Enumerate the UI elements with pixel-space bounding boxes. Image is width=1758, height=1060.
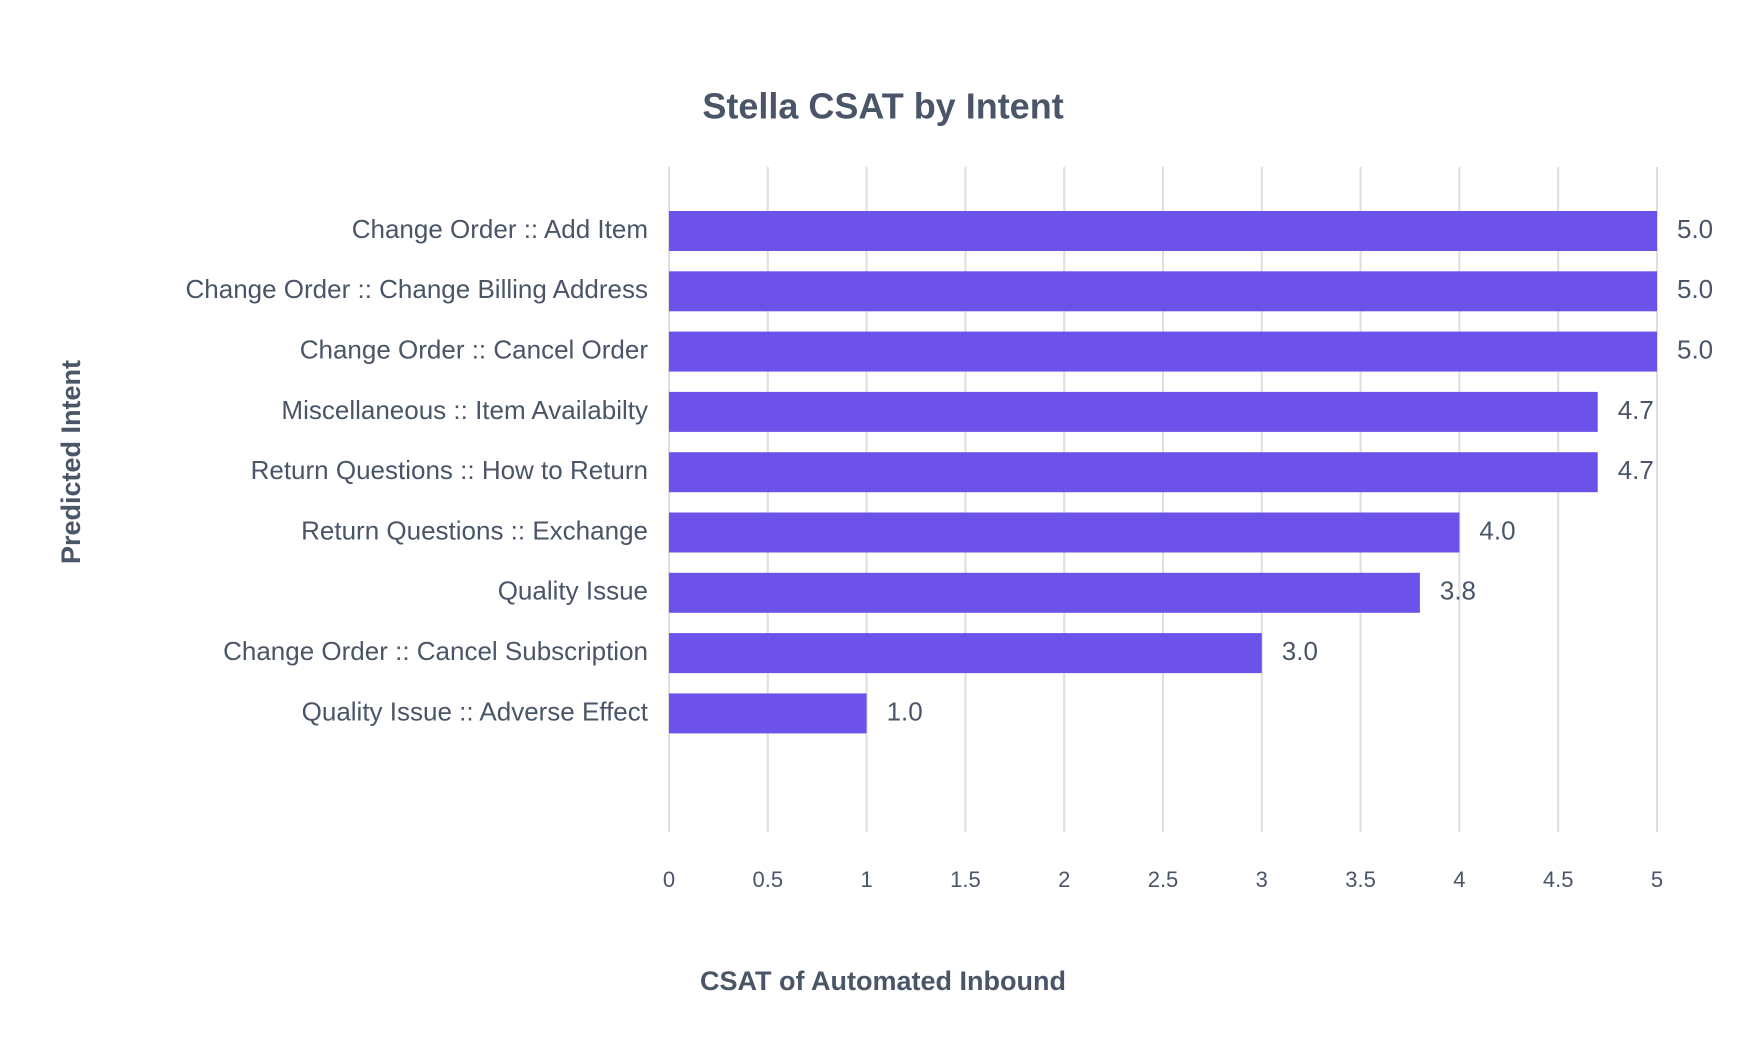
x-tick-label: 2.5: [1148, 867, 1179, 892]
y-tick-label: Return Questions :: Exchange: [301, 515, 648, 545]
bar: [669, 331, 1657, 372]
bar: [669, 693, 867, 734]
value-label: 5.0: [1677, 214, 1713, 244]
bar: [669, 391, 1598, 432]
x-tick-label: 0.5: [753, 867, 784, 892]
bar: [669, 633, 1262, 674]
value-label: 1.0: [887, 696, 923, 726]
bar: [669, 452, 1598, 493]
value-label: 4.0: [1479, 515, 1515, 545]
y-tick-label: Return Questions :: How to Return: [251, 455, 648, 485]
x-tick-label: 5: [1651, 867, 1663, 892]
value-label: 5.0: [1677, 334, 1713, 364]
y-tick-label: Miscellaneous :: Item Availabilty: [281, 395, 648, 425]
x-axis-label: CSAT of Automated Inbound: [700, 966, 1066, 996]
bar: [669, 572, 1420, 613]
y-tick-label: Change Order :: Cancel Order: [300, 334, 649, 364]
x-tick-label: 0: [663, 867, 675, 892]
value-label: 4.7: [1618, 395, 1654, 425]
value-label: 4.7: [1618, 455, 1654, 485]
value-label: 3.0: [1282, 636, 1318, 666]
y-tick-label: Change Order :: Add Item: [352, 214, 648, 244]
bar: [669, 271, 1657, 312]
y-tick-label: Quality Issue :: Adverse Effect: [302, 696, 649, 726]
y-tick-label: Change Order :: Change Billing Address: [186, 274, 649, 304]
x-tick-label: 2: [1058, 867, 1070, 892]
x-tick-label: 1.5: [950, 867, 981, 892]
chart-title: Stella CSAT by Intent: [702, 86, 1063, 127]
value-label: 5.0: [1677, 274, 1713, 304]
value-label: 3.8: [1440, 576, 1476, 606]
y-tick-label: Quality Issue: [498, 576, 648, 606]
bar: [669, 211, 1657, 251]
y-axis-label: Predicted Intent: [56, 360, 86, 564]
x-tick-label: 4.5: [1543, 867, 1574, 892]
x-tick-label: 3: [1256, 867, 1268, 892]
y-tick-label: Change Order :: Cancel Subscription: [223, 636, 648, 666]
x-tick-label: 1: [860, 867, 872, 892]
x-tick-label: 4: [1453, 867, 1465, 892]
x-tick-label: 3.5: [1345, 867, 1376, 892]
bar: [669, 512, 1460, 553]
